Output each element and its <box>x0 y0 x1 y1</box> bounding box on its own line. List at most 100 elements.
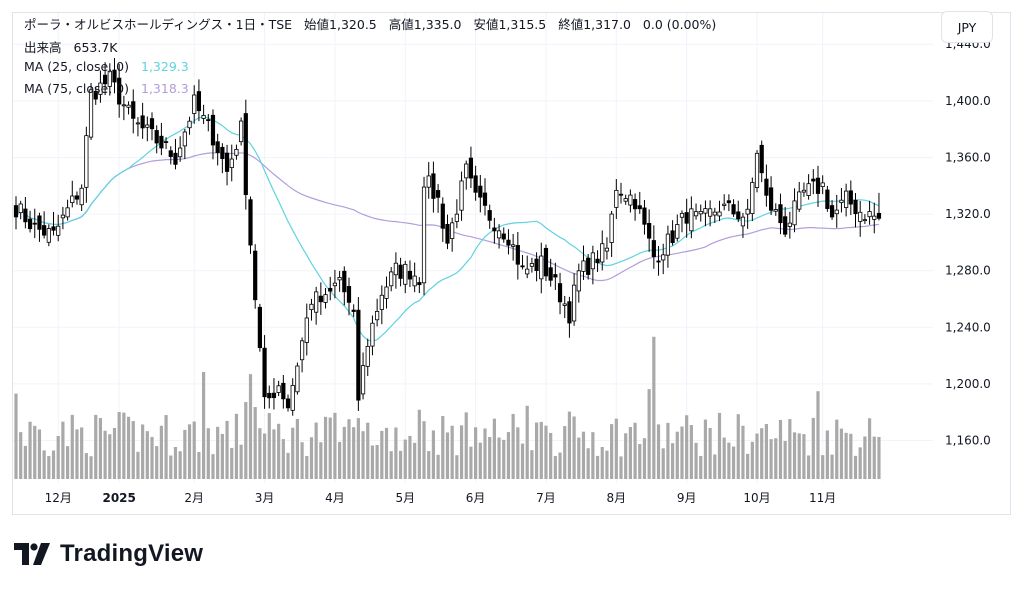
candle <box>154 125 159 154</box>
volume-bar <box>286 452 290 479</box>
tradingview-logo[interactable]: TradingView <box>14 540 203 568</box>
chart-frame[interactable]: 1,160.0 1,200.0 1,240.0 1,280.0 1,320.0 1,360… <box>12 12 1011 515</box>
volume-bar <box>375 445 379 479</box>
volume-bar <box>51 450 56 479</box>
volume-bar <box>483 428 487 479</box>
volume-bar <box>56 435 60 479</box>
candle <box>309 298 314 321</box>
volume-bar <box>37 429 42 479</box>
volume-bar <box>624 433 628 479</box>
time-tick-label: 9月 <box>677 491 697 505</box>
candle <box>32 208 37 239</box>
volume-bar <box>80 427 84 479</box>
volume-bar <box>244 402 248 479</box>
time-axis[interactable]: 12月 2025 2月 3月 4月 5月 6月 7月 8月 9月 10月 11月 <box>45 491 837 505</box>
candle <box>506 229 511 255</box>
volume-bar <box>112 428 117 479</box>
price-chart[interactable]: 1,160.0 1,200.0 1,240.0 1,280.0 1,320.0 1,360… <box>13 13 1012 516</box>
volume-bar <box>234 413 239 479</box>
candle-body <box>632 199 638 210</box>
volume-bar <box>530 450 534 479</box>
candle-body <box>304 317 309 343</box>
candle <box>459 171 464 221</box>
candle <box>295 362 300 395</box>
volume-bar <box>633 422 637 479</box>
volume-bar <box>520 443 525 479</box>
candle-body <box>717 211 722 217</box>
volume-bar <box>525 405 529 479</box>
candle-body <box>642 207 647 225</box>
candle-body <box>520 265 525 268</box>
candle-body <box>792 200 797 226</box>
legend-ma25[interactable]: MA (25, close, 0) 1,329.3 <box>24 59 189 74</box>
volume-bar <box>802 434 806 479</box>
volume-bar <box>591 432 595 479</box>
candle <box>473 165 478 201</box>
time-tick-label: 10月 <box>743 491 770 505</box>
candle <box>539 242 544 294</box>
candle <box>647 209 652 252</box>
candle-body <box>567 301 572 324</box>
candle <box>773 203 778 216</box>
candle-body <box>839 199 844 203</box>
volume-bar <box>549 432 553 479</box>
legend-volume[interactable]: 出来高 653.7K <box>24 37 117 56</box>
candle <box>450 217 455 252</box>
price-tick-label: 1,160.0 <box>945 434 991 448</box>
candle <box>745 199 750 229</box>
candle <box>351 304 356 317</box>
ma25-label: MA (25, close, 0) <box>24 59 130 74</box>
volume-bar <box>173 446 178 479</box>
candle <box>586 254 591 280</box>
candle-body <box>487 210 492 221</box>
price-axis[interactable]: 1,160.0 1,200.0 1,240.0 1,280.0 1,320.0 1,360… <box>945 37 991 447</box>
candle-body <box>548 267 553 281</box>
volume-bar <box>539 421 543 479</box>
candle <box>628 189 633 213</box>
candle-body <box>276 385 281 393</box>
change-value: 0.0 (0.00%) <box>642 17 717 32</box>
candle <box>360 352 366 400</box>
symbol-title[interactable]: ポーラ・オルビスホールディングス・1日・TSE <box>24 17 293 32</box>
volume-bar <box>642 438 647 479</box>
volume-bar <box>652 336 656 479</box>
high-label: 高値 <box>388 17 414 32</box>
volume-bar <box>746 453 750 479</box>
volume-bar <box>811 417 815 479</box>
legend-ma75[interactable]: MA (75, close, 0) 1,318.3 <box>24 81 189 96</box>
volume-bar <box>117 412 121 479</box>
time-tick-label: 12月 <box>45 491 72 505</box>
volume-bar <box>33 425 37 479</box>
candle <box>435 183 441 213</box>
candle-body <box>604 247 610 252</box>
volume-histogram <box>14 336 881 479</box>
candle <box>792 188 797 233</box>
candle-body <box>750 182 755 214</box>
candle <box>206 113 211 132</box>
candle-body <box>323 294 328 303</box>
candle-body <box>229 158 234 168</box>
candle-body <box>285 398 291 409</box>
time-tick-label: 2025 <box>102 491 135 505</box>
candle-body <box>825 189 830 209</box>
candle-body <box>647 222 652 239</box>
volume-bar <box>445 432 450 479</box>
candle-body <box>192 94 197 114</box>
candle-body <box>853 199 858 215</box>
candle-body <box>726 200 731 204</box>
candle-body <box>689 208 694 232</box>
candle-body <box>637 205 642 210</box>
volume-bar <box>427 451 431 479</box>
candle-body <box>768 187 774 211</box>
open-label: 始値 <box>304 17 330 32</box>
candle-body <box>163 141 169 143</box>
candle-body <box>468 157 474 179</box>
candle <box>529 257 535 273</box>
candle <box>201 104 206 125</box>
currency-button[interactable]: JPY <box>941 11 993 43</box>
volume-bar <box>417 409 421 479</box>
candle <box>346 277 352 316</box>
candle-body <box>140 115 145 129</box>
volume-bar <box>403 439 407 479</box>
volume-bar <box>614 418 618 479</box>
